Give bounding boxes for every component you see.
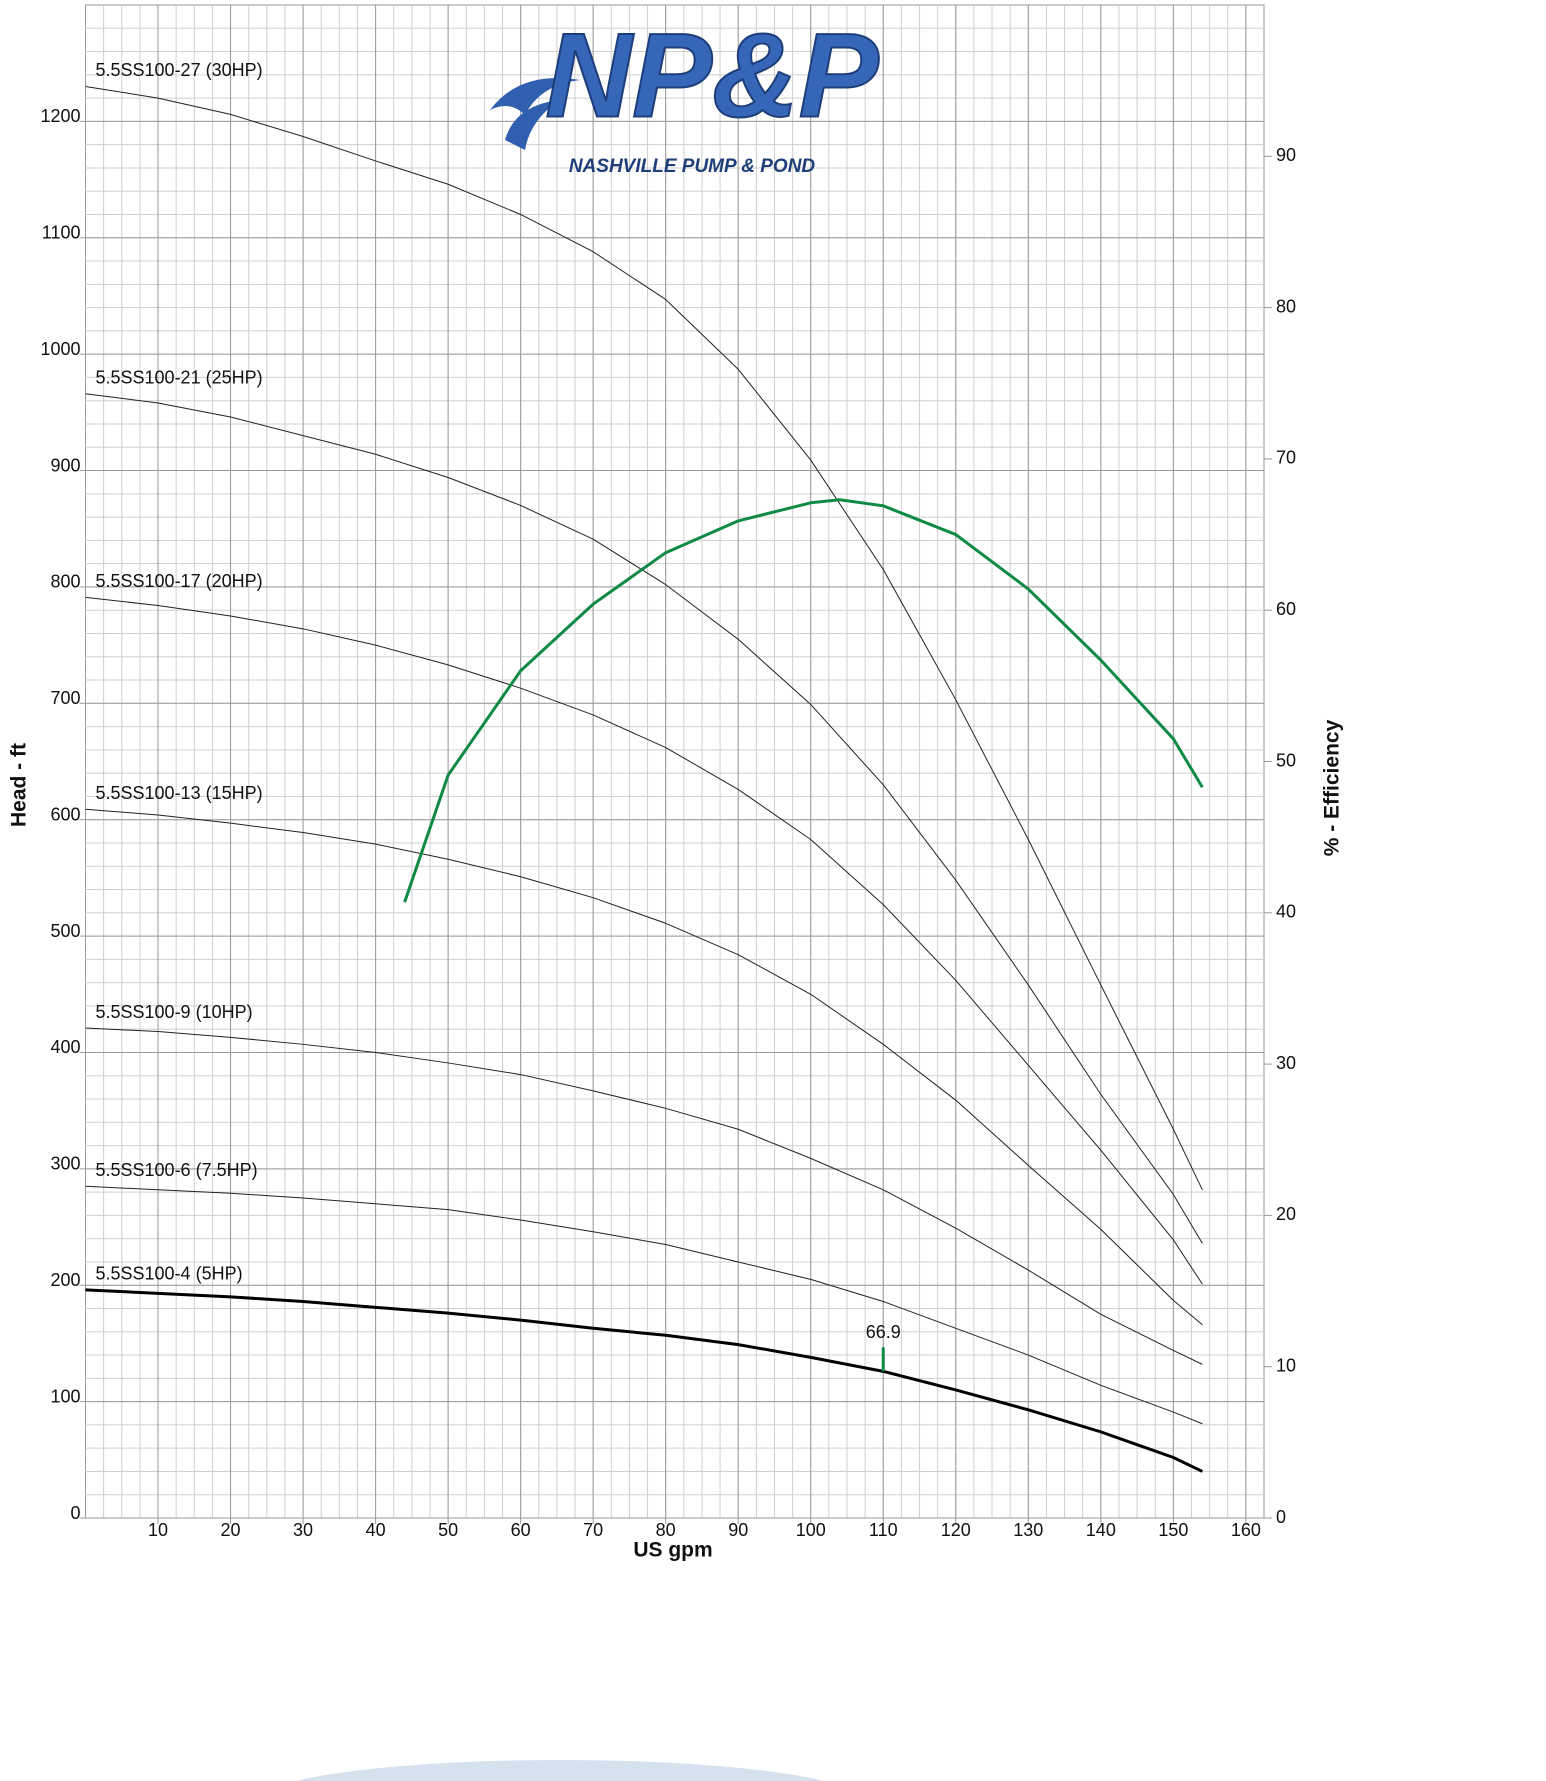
x-tick-label: 30 — [293, 1520, 313, 1540]
series-label: 5.5SS100-6 (7.5HP) — [96, 1160, 258, 1180]
series-label: 5.5SS100-13 (15HP) — [96, 783, 263, 803]
head-curve — [85, 393, 1203, 1244]
y2-tick-label: 60 — [1276, 599, 1296, 619]
x-tick-label: 110 — [869, 1520, 898, 1540]
x-tick-label: 90 — [728, 1520, 748, 1540]
head-curve — [85, 1027, 1203, 1365]
series-label: 5.5SS100-9 (10HP) — [96, 1002, 253, 1022]
y2-tick-label: 30 — [1276, 1053, 1296, 1073]
y-tick-label: 400 — [50, 1037, 80, 1057]
logo: NP&P NASHVILLE PUMP & POND — [490, 8, 881, 177]
head-curve — [85, 596, 1203, 1285]
y-axis-title: Head - ft — [8, 743, 31, 827]
grid: 10 20 30 40 50 60 70 80 90 100 110 120 130 140 150 1600… — [40, 4, 1296, 1540]
y-tick-label: 600 — [50, 804, 80, 824]
x-tick-label: 50 — [438, 1520, 458, 1540]
y-tick-label: 500 — [50, 921, 80, 941]
series-label: 5.5SS100-4 (5HP) — [96, 1264, 243, 1284]
head-curve — [85, 85, 1203, 1191]
annotation-label: 66.9 — [866, 1322, 901, 1342]
x-tick-label: 20 — [221, 1520, 241, 1540]
y2-tick-label: 10 — [1276, 1355, 1296, 1375]
x-tick-label: 140 — [1086, 1520, 1116, 1540]
y2-tick-label: 0 — [1276, 1507, 1286, 1527]
x-axis-title: US gpm — [633, 1539, 712, 1562]
water-decoration — [296, 1760, 824, 1781]
y-tick-label: 1100 — [42, 223, 81, 243]
series-label: 5.5SS100-21 (25HP) — [96, 367, 263, 387]
logo-name: NASHVILLE PUMP & POND — [569, 156, 816, 177]
series-label: 5.5SS100-17 (20HP) — [96, 571, 263, 591]
x-tick-label: 150 — [1158, 1520, 1188, 1540]
efficiency-curve — [403, 498, 1204, 903]
series-label: 5.5SS100-27 (30HP) — [96, 60, 263, 80]
x-tick-label: 40 — [366, 1520, 386, 1540]
x-tick-label: 100 — [796, 1520, 826, 1540]
head-curve — [85, 808, 1203, 1326]
y2-tick-label: 20 — [1276, 1204, 1296, 1224]
y-tick-label: 800 — [50, 572, 80, 592]
x-tick-label: 60 — [511, 1520, 531, 1540]
x-tick-label: 70 — [583, 1520, 603, 1540]
y2-tick-label: 80 — [1276, 296, 1296, 316]
x-tick-label: 130 — [1013, 1520, 1043, 1540]
y2-tick-label: 50 — [1276, 750, 1296, 770]
y-tick-label: 100 — [50, 1386, 80, 1406]
y2-tick-label: 70 — [1276, 448, 1296, 468]
head-curve — [85, 1185, 1203, 1425]
head-curve — [85, 1288, 1204, 1473]
logo-splash — [505, 100, 560, 150]
y-tick-label: 1200 — [40, 106, 80, 126]
logo-mark: NP&P — [545, 9, 879, 143]
y-tick-label: 0 — [70, 1503, 80, 1523]
x-tick-label: 120 — [941, 1520, 971, 1540]
logo-splash — [490, 78, 580, 115]
plot: 5.5SS100-27 (30HP) 5.5SS100-21 (25HP) 5.5S… — [85, 60, 1204, 1473]
y2-axis-title: % - Efficiency — [1321, 719, 1344, 856]
y-tick-label: 1000 — [40, 339, 80, 359]
x-tick-label: 80 — [656, 1520, 676, 1540]
plot-background — [85, 4, 1265, 1519]
y-tick-label: 700 — [50, 688, 80, 708]
y-tick-label: 900 — [50, 455, 80, 475]
x-tick-label: 160 — [1231, 1520, 1261, 1540]
y-tick-label: 300 — [50, 1154, 80, 1174]
y2-tick-label: 40 — [1276, 902, 1296, 922]
x-tick-label: 10 — [148, 1520, 168, 1540]
y2-tick-label: 90 — [1276, 145, 1296, 165]
y-tick-label: 200 — [50, 1270, 80, 1290]
